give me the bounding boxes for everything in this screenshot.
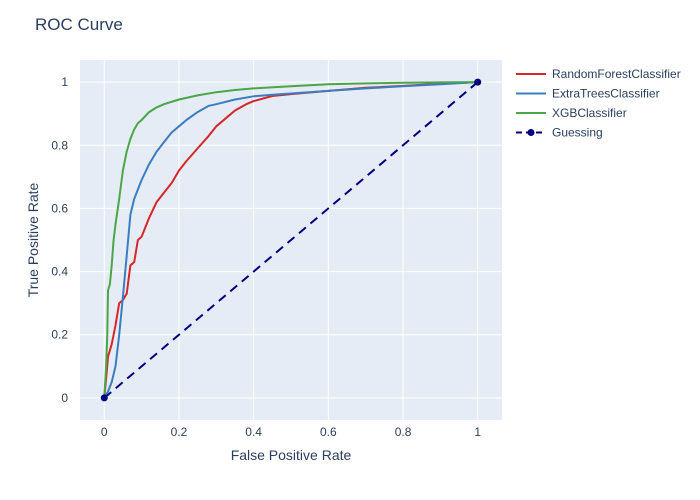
x-tick-label: 0.8 xyxy=(395,425,412,439)
legend-label: Guessing xyxy=(552,126,603,140)
series-point xyxy=(100,394,108,402)
series-point xyxy=(474,78,482,86)
y-tick-label: 1 xyxy=(61,75,68,89)
legend-label: XGBClassifier xyxy=(552,106,627,120)
y-tick-label: 0.2 xyxy=(51,328,68,342)
y-tick-label: 0.8 xyxy=(51,138,68,152)
legend: RandomForestClassifier ExtraTreesClassifi… xyxy=(516,67,681,140)
series-lines xyxy=(100,78,482,402)
y-axis-label: True Positive Rate xyxy=(25,182,41,297)
x-tick-label: 0.4 xyxy=(245,425,262,439)
y-tick-label: 0 xyxy=(61,391,68,405)
y-tick-label: 0.4 xyxy=(51,265,68,279)
x-axis-label: False Positive Rate xyxy=(231,447,352,463)
x-tick-label: 0 xyxy=(101,425,108,439)
series-line-extratreesclassifier xyxy=(103,81,478,399)
x-tick-label: 0.6 xyxy=(320,425,337,439)
x-tick-label: 1 xyxy=(474,425,481,439)
series-line-xgbclassifier xyxy=(103,81,478,398)
y-tick-label: 0.6 xyxy=(51,201,68,215)
legend-marker xyxy=(527,129,535,136)
grid xyxy=(80,60,502,420)
series-line-guessing xyxy=(103,81,479,399)
legend-label: RandomForestClassifier xyxy=(552,67,681,81)
legend-label: ExtraTreesClassifier xyxy=(552,87,660,101)
x-tick-labels: 0 0.2 0.4 0.6 0.8 1 xyxy=(101,425,481,439)
chart-title: ROC Curve xyxy=(35,15,123,34)
y-tick-labels: 0 0.2 0.4 0.6 0.8 1 xyxy=(51,75,68,405)
x-tick-label: 0.2 xyxy=(171,425,188,439)
